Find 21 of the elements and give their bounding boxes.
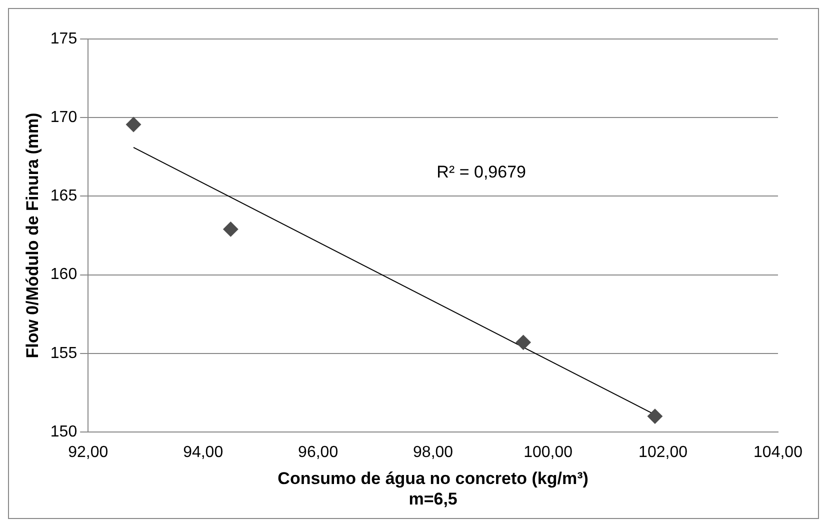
x-tick-label: 98,00 [413,444,454,462]
text: m=6,5 [408,489,458,508]
point [223,222,238,237]
x-tick-label: 100,00 [524,444,573,462]
annotation: R² = 0,9679 [436,162,526,182]
x-tick-label: 102,00 [638,444,688,462]
y-tick-label: 175 [50,30,78,48]
point [126,117,142,132]
y-tick-label: 160 [50,266,78,284]
x-axis-title: Consumo de água no concreto (kg/m³) [278,469,588,488]
y-tick-label: 155 [50,344,78,362]
x-tick-label: 96,00 [298,444,338,462]
y-tick-label: 150 [50,423,78,440]
y-tick-label: 170 [50,109,78,126]
point [647,408,662,424]
x-tick-label: 92,00 [68,444,108,462]
y-axis-title: Flow 0/Módulo de Finura (mm) [22,112,42,358]
y-tick-label: 165 [50,188,78,205]
x-tick-label: 104,00 [754,444,803,462]
x-tick-label: 94,00 [183,444,224,462]
point [516,334,531,350]
